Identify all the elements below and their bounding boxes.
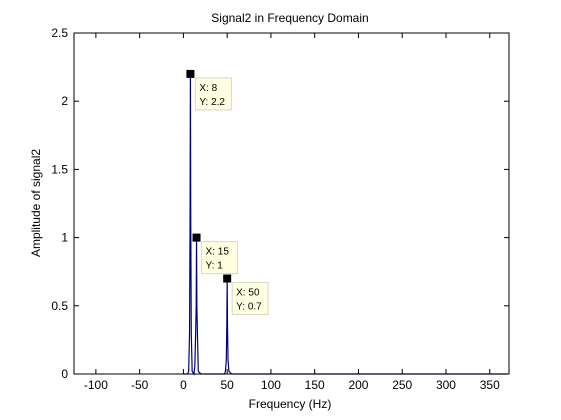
datatip: X: 8 Y: 2.2	[186, 69, 232, 111]
datatip-marker	[223, 274, 232, 283]
datatip-x-label: X: 8	[199, 83, 217, 94]
datatip-box	[201, 241, 239, 275]
x-tick-label: -100	[84, 378, 108, 392]
series-line	[183, 73, 508, 376]
datatip-layer: X: 8 Y: 2.2 X: 15 Y: 1 X: 50 Y: 0.7	[186, 69, 269, 316]
chart-title: Signal2 in Frequency Domain	[211, 11, 368, 25]
y-tick-label: 2.5	[51, 26, 68, 40]
trace-layer	[183, 73, 508, 376]
y-tick-label: 0	[61, 367, 68, 381]
plot-frame	[73, 32, 510, 375]
datatip-x-label: X: 15	[206, 247, 230, 258]
x-tick-label: 50	[220, 378, 234, 392]
datatip-y-label: Y: 0.7	[236, 302, 262, 313]
datatip-marker	[192, 233, 201, 242]
y-axis-label: Amplitude of signal2	[29, 149, 43, 257]
x-tick-label: 100	[261, 378, 281, 392]
datatip-box	[194, 77, 232, 111]
axes: -100 -50 0 50 100 150 200 250 300 350 0 0.5 1 1.5 2 2.5…	[51, 26, 510, 392]
datatip: X: 15 Y: 1	[192, 233, 239, 275]
y-tick-label: 1	[61, 231, 68, 245]
datatip-y-label: Y: 2.2	[199, 97, 225, 108]
datatip-box	[231, 282, 269, 316]
datatip-marker	[186, 69, 195, 78]
x-axis-label: Frequency (Hz)	[249, 397, 332, 411]
datatip-y-label: Y: 1	[206, 261, 224, 272]
datatip-x-label: X: 50	[236, 288, 260, 299]
tick-layer: -100 -50 0 50 100 150 200 250 300 350 0 0.5 1 1.5 2 2.5	[51, 26, 509, 392]
y-tick-label: 2	[61, 94, 68, 108]
x-tick-label: 300	[436, 378, 456, 392]
datatip: X: 50 Y: 0.7	[223, 274, 269, 316]
x-tick-label: 250	[392, 378, 412, 392]
y-tick-label: 1.5	[51, 162, 68, 176]
plot-area	[74, 33, 509, 374]
y-tick-label: 0.5	[51, 299, 68, 313]
x-tick-label: -50	[131, 378, 149, 392]
x-tick-label: 200	[348, 378, 368, 392]
x-tick-label: 150	[305, 378, 325, 392]
x-tick-label: 350	[480, 378, 500, 392]
x-tick-label: 0	[180, 378, 187, 392]
